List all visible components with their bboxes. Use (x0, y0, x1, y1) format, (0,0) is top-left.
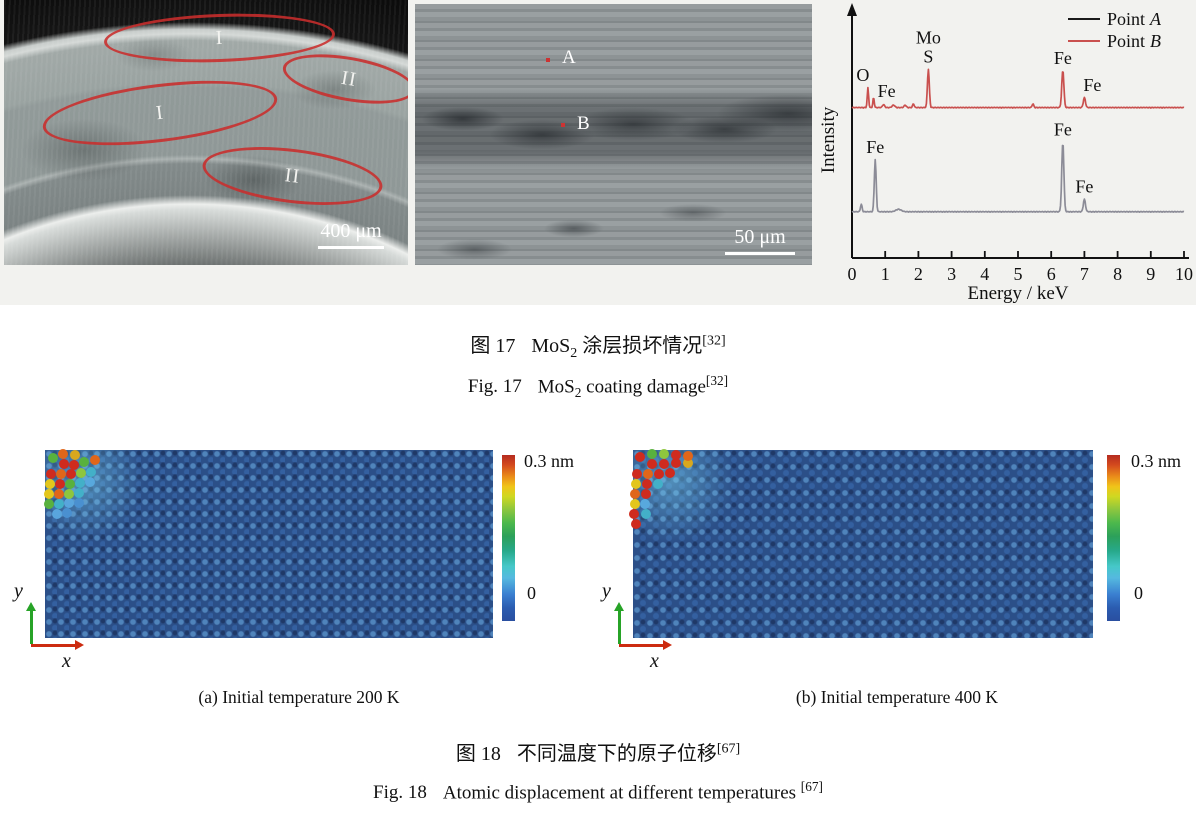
coordinate-axes: y x (14, 580, 104, 675)
svg-text:4: 4 (980, 264, 989, 284)
legend-item-point-a: Point A (1068, 8, 1161, 30)
svg-text:0: 0 (848, 264, 857, 284)
legend-line-red (1068, 39, 1100, 43)
damage-region-ellipse: II (279, 45, 408, 113)
figure17-caption-en: Fig. 17 MoS2 coating damage[32] (467, 373, 729, 401)
svg-text:1: 1 (881, 264, 890, 284)
svg-text:3: 3 (947, 264, 956, 284)
x-axis-arrow-icon (31, 640, 84, 650)
displacement-halo (45, 450, 493, 638)
colorbar-max-label: 0.3 nm (524, 451, 575, 471)
svg-text:Fe: Fe (878, 81, 896, 101)
point-a-label: A (562, 47, 576, 68)
svg-text:Mo: Mo (916, 28, 941, 48)
region-label: I (215, 26, 224, 49)
sem-image-detail: A B 50 μm (415, 4, 812, 265)
svg-text:Fe: Fe (1083, 75, 1101, 95)
svg-text:8: 8 (1113, 264, 1122, 284)
region-label: II (283, 163, 302, 188)
svg-text:Energy / keV: Energy / keV (968, 283, 1069, 304)
damage-region-ellipse: II (199, 138, 386, 214)
svg-text:6: 6 (1047, 264, 1056, 284)
legend-line-black (1068, 17, 1100, 21)
colorbar-min-label: 0 (1134, 583, 1143, 603)
scale-bar-label: 50 μm (734, 226, 786, 248)
figure18-caption-en: Fig. 18 Atomic displacement at different … (373, 779, 823, 804)
svg-text:Fe: Fe (1075, 177, 1093, 197)
scale-bar: 50 μm (725, 226, 795, 255)
colorbar-min-label: 0 (527, 583, 536, 603)
point-b-marker (561, 123, 565, 127)
figure17-caption-zh: 图 17 MoS2 涂层损坏情况[32] (470, 333, 726, 361)
displacement-hotspot (48, 453, 58, 463)
legend: Point A Point B (1068, 8, 1161, 52)
svg-text:Fe: Fe (866, 137, 884, 157)
svg-text:Intensity: Intensity (820, 106, 839, 173)
scale-bar-line (318, 246, 384, 249)
panel-b-caption: (b) Initial temperature 400 K (795, 687, 999, 707)
svg-text:9: 9 (1146, 264, 1155, 284)
scale-bar: 400 μm (318, 220, 384, 249)
displacement-halo (633, 450, 1093, 638)
x-axis-label: x (62, 650, 71, 672)
panel-a-caption: (a) Initial temperature 200 K (198, 687, 400, 707)
y-axis-label: y (602, 580, 611, 602)
damage-region-ellipse: I (39, 69, 281, 157)
svg-text:Fe: Fe (1054, 120, 1072, 140)
svg-text:5: 5 (1014, 264, 1023, 284)
x-axis-arrow-icon (619, 640, 672, 650)
region-label: I (154, 101, 166, 124)
displacement-hotspot (635, 452, 645, 462)
svg-text:Fe: Fe (1054, 48, 1072, 68)
y-axis-arrow-icon (26, 602, 36, 644)
legend-item-point-b: Point B (1068, 30, 1161, 52)
point-b-label: B (577, 113, 590, 134)
scale-bar-line (725, 252, 795, 255)
atom-field-400k (633, 450, 1093, 638)
eds-plot: 0 1 2 3 4 5 6 7 8 9 10 Energy / keV Intensity Fe Fe Fe O… (820, 3, 1193, 304)
colorbar-max-label: 0.3 nm (1131, 451, 1182, 471)
scale-bar-label: 400 μm (320, 220, 382, 242)
point-a-marker (546, 58, 550, 62)
eds-spectrum-chart: 0 1 2 3 4 5 6 7 8 9 10 Energy / keV Intensity Fe Fe Fe O… (820, 0, 1196, 305)
coordinate-axes: y x (602, 580, 692, 675)
svg-text:7: 7 (1080, 264, 1089, 284)
y-axis-arrow-icon (614, 602, 624, 644)
y-axis-label: y (14, 580, 23, 602)
svg-text:S: S (923, 47, 933, 67)
svg-text:O: O (856, 65, 869, 85)
x-axis-label: x (650, 650, 659, 672)
figure17-panel: I II I II 400 μm A B 50 μm (0, 0, 1196, 305)
sem-image-overview: I II I II 400 μm (4, 0, 408, 265)
atom-field-200k (45, 450, 493, 638)
colorbar-400k (1107, 455, 1120, 621)
svg-text:10: 10 (1175, 264, 1193, 284)
region-label: II (339, 66, 359, 91)
colorbar-200k (502, 455, 515, 621)
figure18-caption-zh: 图 18 不同温度下的原子位移[67] (455, 741, 741, 765)
svg-text:2: 2 (914, 264, 923, 284)
